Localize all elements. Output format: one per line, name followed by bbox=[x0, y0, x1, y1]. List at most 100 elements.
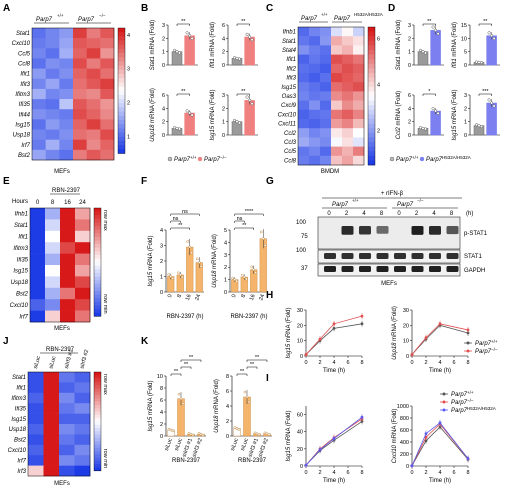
data-point bbox=[487, 98, 491, 102]
data-point bbox=[360, 322, 364, 326]
y-tick-label: 2 bbox=[160, 422, 163, 428]
gene-label: Usp18 bbox=[11, 280, 29, 286]
hours-tick: 8 bbox=[51, 200, 55, 206]
significance-label: ns bbox=[182, 209, 188, 215]
heatmap-cell bbox=[100, 58, 115, 69]
gapdh-band bbox=[411, 266, 424, 272]
data-point bbox=[179, 397, 183, 401]
colorbar-step bbox=[368, 27, 375, 32]
data-point bbox=[176, 271, 180, 275]
colorbar-step bbox=[94, 280, 101, 285]
data-point bbox=[235, 120, 239, 124]
colorbar-step bbox=[94, 211, 101, 216]
colorbar-step bbox=[94, 276, 101, 281]
colorbar-step bbox=[94, 229, 101, 234]
significance-bracket bbox=[234, 213, 264, 216]
panel-j-title: RBN-2397 bbox=[46, 347, 75, 353]
time-unit: (h) bbox=[466, 211, 473, 217]
heatmap-cell bbox=[43, 455, 60, 466]
heatmap-cell bbox=[342, 27, 354, 37]
colorbar-step bbox=[368, 59, 375, 65]
heatmap-cell bbox=[86, 48, 101, 59]
colorbar-max-label: row max bbox=[102, 374, 108, 395]
stat1-band bbox=[341, 253, 354, 259]
colorbar-step bbox=[94, 236, 101, 241]
colorbar-step bbox=[94, 411, 101, 416]
data-point bbox=[360, 314, 364, 318]
data-point bbox=[175, 126, 179, 130]
data-point bbox=[318, 337, 322, 341]
data-point bbox=[191, 433, 195, 437]
heatmap-cell bbox=[28, 424, 44, 435]
gapdh-band bbox=[446, 266, 459, 272]
colorbar-step bbox=[118, 32, 125, 37]
colorbar-step bbox=[368, 105, 375, 111]
heatmap-cell bbox=[86, 99, 101, 110]
significance-label: ** bbox=[241, 19, 246, 25]
gene-label: Ifit1 bbox=[16, 386, 26, 392]
y-tick-label: 8 bbox=[226, 374, 229, 380]
colorbar-step bbox=[118, 53, 125, 58]
data-point bbox=[434, 28, 438, 32]
series-line bbox=[411, 323, 469, 355]
heatmap-cell bbox=[32, 38, 46, 49]
colorbar-step bbox=[94, 240, 101, 245]
heatmap-cell bbox=[73, 129, 87, 140]
y-tick-label: 4 bbox=[226, 404, 229, 410]
gene-label: Ifnb1 bbox=[283, 30, 296, 36]
legend-marker bbox=[167, 156, 173, 162]
band-label-stat1: STAT1 bbox=[464, 254, 482, 260]
colorbar-step bbox=[118, 69, 125, 75]
data-point bbox=[438, 322, 442, 326]
heatmap-cell bbox=[28, 403, 44, 414]
data-point bbox=[480, 61, 484, 65]
y-tick-label: 0 bbox=[222, 133, 225, 139]
heatmap-cell bbox=[86, 28, 101, 39]
heatmap-cell bbox=[59, 28, 74, 39]
heatmap-cell bbox=[320, 91, 332, 101]
x-tick-label: 0 bbox=[410, 470, 413, 476]
panel-label-e: E bbox=[3, 176, 10, 187]
heatmap-cell bbox=[30, 287, 46, 300]
heatmap-cell bbox=[320, 137, 332, 147]
data-point bbox=[172, 126, 176, 130]
lane-time-label: 4 bbox=[362, 211, 366, 217]
heatmap-cell bbox=[309, 27, 321, 37]
y-tick-label: 4 bbox=[160, 410, 163, 416]
heatmap-cell bbox=[353, 73, 365, 83]
significance-label: * bbox=[428, 89, 431, 95]
colorbar-step bbox=[94, 431, 101, 435]
blot-gapdh bbox=[317, 263, 461, 277]
colorbar-step bbox=[118, 90, 125, 96]
colorbar-step bbox=[118, 132, 125, 137]
significance-bracket bbox=[180, 366, 192, 369]
heatmap-cell bbox=[331, 63, 343, 74]
heatmap-cell bbox=[309, 100, 321, 111]
colorbar-step bbox=[118, 149, 125, 154]
gene-label: Ifit3 bbox=[20, 82, 30, 88]
gene-label: Irf3 bbox=[17, 469, 26, 475]
heatmap-cell bbox=[320, 45, 332, 55]
heatmap-cell bbox=[342, 137, 354, 147]
gapdh-band bbox=[394, 266, 406, 272]
data-point bbox=[247, 400, 251, 404]
data-point bbox=[242, 275, 246, 279]
heatmap-cell bbox=[28, 455, 44, 466]
stat1-band bbox=[376, 253, 389, 259]
colorbar-step bbox=[368, 100, 375, 106]
heatmap-cell bbox=[60, 219, 76, 232]
significance-label: ** bbox=[181, 89, 186, 95]
heatmap-cell bbox=[43, 392, 60, 404]
colorbar-step bbox=[118, 119, 125, 125]
y-tick-label: 2 bbox=[226, 419, 229, 425]
x-tick-label: 0 bbox=[304, 360, 307, 366]
heatmap-cell bbox=[100, 149, 115, 161]
heatmap-cell bbox=[28, 382, 44, 394]
y-tick-label: 1000 bbox=[397, 404, 409, 410]
y-tick-label: 0 bbox=[226, 434, 229, 440]
data-point bbox=[178, 273, 182, 277]
colorbar-border bbox=[93, 371, 102, 472]
gene-label: Irf7 bbox=[21, 143, 30, 149]
data-point bbox=[190, 36, 194, 40]
heatmap-cell bbox=[59, 48, 74, 59]
